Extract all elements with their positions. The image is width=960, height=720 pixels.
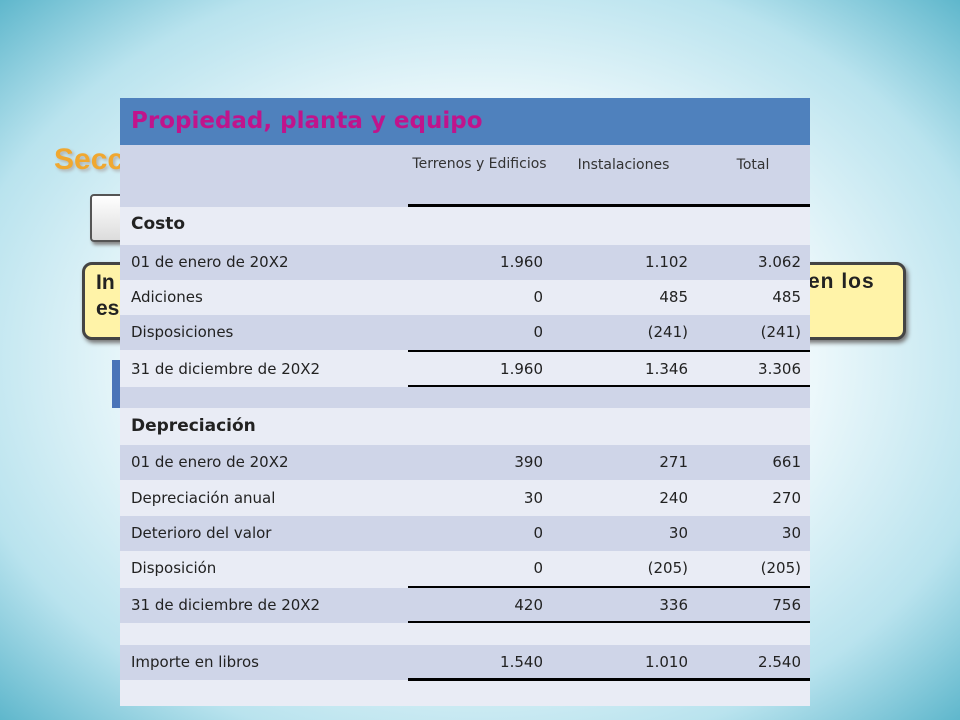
cell-terrenos: 1.960	[500, 360, 543, 378]
row-label: Disposiciones	[131, 323, 234, 341]
row-label: 31 de diciembre de 20X2	[131, 360, 321, 378]
table-row: 01 de enero de 20X2 1.960 1.102 3.062	[120, 245, 810, 280]
cell-total: (241)	[760, 323, 801, 341]
cell-instalaciones: 336	[659, 596, 688, 614]
cell-instalaciones: 485	[659, 288, 688, 306]
row-label: Depreciación anual	[131, 489, 276, 507]
total-rule	[408, 621, 810, 623]
cell-terrenos: 0	[533, 323, 543, 341]
row-label: Deterioro del valor	[131, 524, 272, 542]
cell-total: (205)	[760, 559, 801, 577]
row-label: 01 de enero de 20X2	[131, 253, 289, 271]
table-row: Disposiciones 0 (241) (241)	[120, 315, 810, 350]
section-heading-row: Costo	[120, 207, 810, 242]
cell-total: 485	[772, 288, 801, 306]
cell-terrenos: 1.960	[500, 253, 543, 271]
grand-total-rule	[408, 678, 810, 681]
cell-instalaciones: 1.346	[645, 360, 688, 378]
cell-instalaciones: 271	[659, 453, 688, 471]
section-heading: Costo	[131, 214, 186, 234]
table-row: 31 de diciembre de 20X2 420 336 756	[120, 588, 810, 623]
background-blue-bar	[112, 360, 120, 408]
table-row: Depreciación anual 30 240 270	[120, 481, 810, 516]
cell-total: 661	[772, 453, 801, 471]
cell-total: 2.540	[758, 653, 801, 671]
spacer-row	[120, 681, 810, 706]
book-value-row: Importe en libros 1.540 1.010 2.540	[120, 645, 810, 680]
cell-instalaciones: 30	[668, 524, 688, 542]
cell-terrenos: 390	[514, 453, 543, 471]
cell-total: 270	[772, 489, 801, 507]
subtotal-rule	[408, 586, 810, 588]
row-label: 01 de enero de 20X2	[131, 453, 289, 471]
table-row: Adiciones 0 485 485	[120, 280, 810, 315]
row-label: Disposición	[131, 559, 217, 577]
column-header-total: Total	[696, 145, 810, 207]
table-row: Deterioro del valor 0 30 30	[120, 516, 810, 551]
cell-instalaciones: 240	[659, 489, 688, 507]
table-row: 01 de enero de 20X2 390 271 661	[120, 445, 810, 480]
cell-terrenos: 0	[533, 524, 543, 542]
cell-instalaciones: 1.102	[645, 253, 688, 271]
callout-line-1: In	[96, 271, 115, 294]
cell-instalaciones: 1.010	[645, 653, 688, 671]
cell-total: 3.062	[758, 253, 801, 271]
row-label: Importe en libros	[131, 653, 259, 671]
row-label: Adiciones	[131, 288, 203, 306]
row-label: 31 de diciembre de 20X2	[131, 596, 321, 614]
cell-instalaciones: (205)	[647, 559, 688, 577]
cell-terrenos: 0	[533, 559, 543, 577]
header-blank-cell	[120, 145, 408, 207]
cell-terrenos: 420	[514, 596, 543, 614]
table-title: Propiedad, planta y equipo	[120, 98, 810, 145]
spacer-row	[120, 387, 810, 408]
cell-terrenos: 1.540	[500, 653, 543, 671]
callout-line-2: es	[96, 297, 120, 320]
column-header-instalaciones: Instalaciones	[551, 145, 696, 207]
cell-instalaciones: (241)	[647, 323, 688, 341]
column-header-terrenos: Terrenos y Edificios	[408, 145, 551, 207]
table-row: Disposición 0 (205) (205)	[120, 551, 810, 586]
cell-terrenos: 0	[533, 288, 543, 306]
table-row: 31 de diciembre de 20X2 1.960 1.346 3.30…	[120, 352, 810, 387]
cell-total: 756	[772, 596, 801, 614]
background-callout-text-left: In es	[96, 270, 119, 322]
ppe-table-panel: Propiedad, planta y equipo Terrenos y Ed…	[120, 98, 810, 706]
cell-terrenos: 30	[523, 489, 543, 507]
section-heading-row: Depreciación	[120, 408, 810, 445]
section-heading: Depreciación	[131, 416, 256, 436]
cell-total: 30	[781, 524, 801, 542]
total-rule	[408, 385, 810, 387]
subtotal-rule	[408, 350, 810, 352]
spacer-row	[120, 623, 810, 645]
background-slide-title: Secc	[54, 143, 125, 176]
cell-total: 3.306	[758, 360, 801, 378]
background-callout-text-right: en los	[808, 270, 875, 293]
